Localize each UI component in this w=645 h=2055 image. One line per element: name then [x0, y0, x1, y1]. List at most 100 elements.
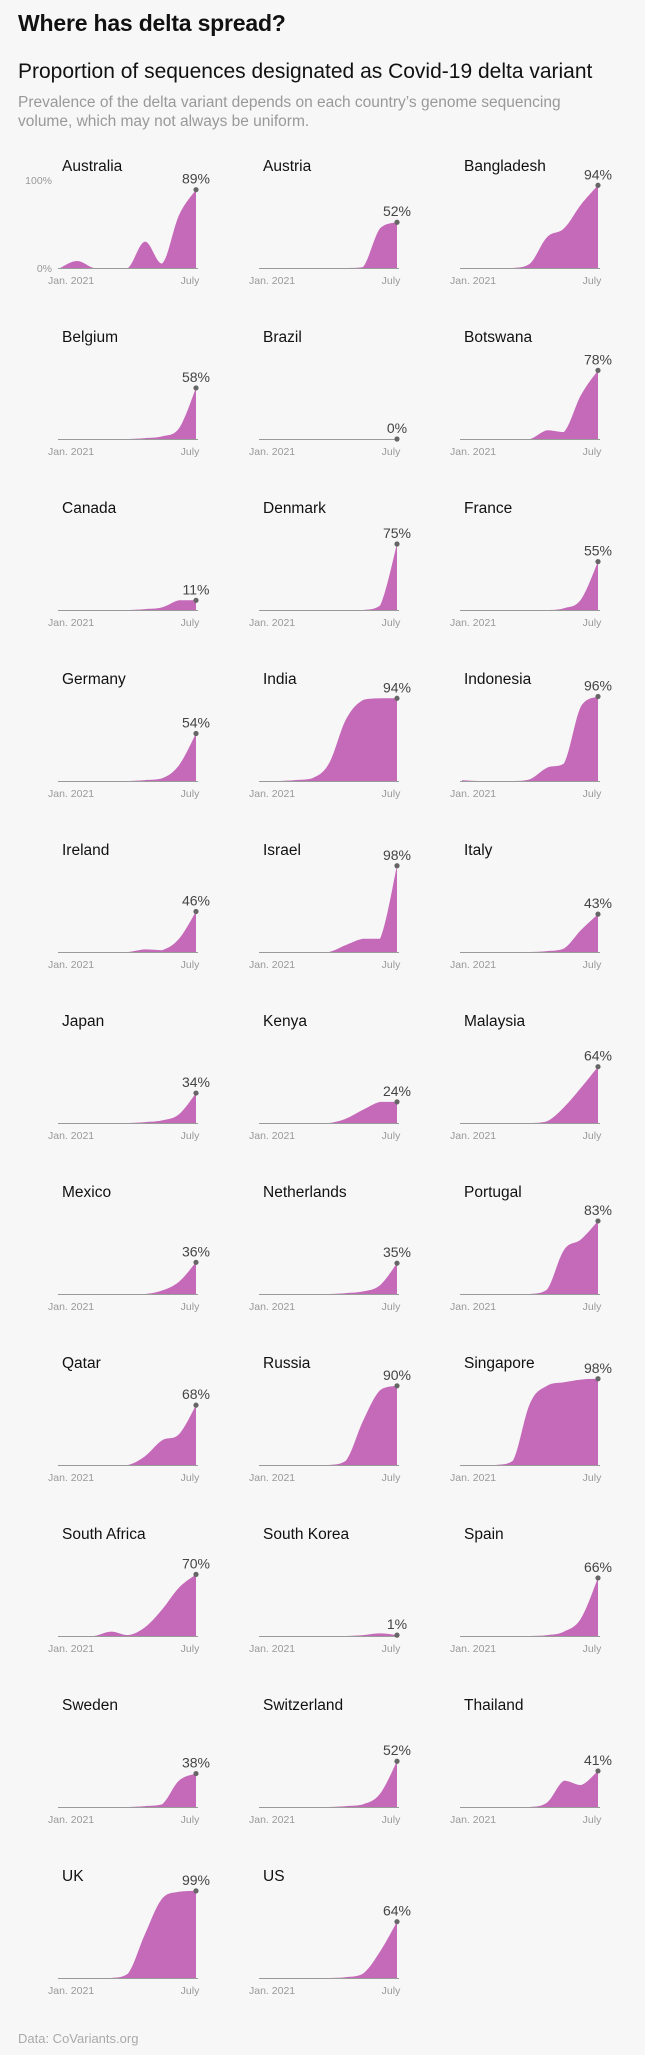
x-tick-label: July [583, 1301, 602, 1313]
data-label: 94% [383, 679, 411, 695]
panel-portugal: Portugal 83% Jan. 2021 July [450, 1184, 612, 1313]
x-tick-label: July [382, 446, 401, 458]
panel-title: India [263, 671, 297, 688]
data-label: 99% [182, 1872, 210, 1888]
data-label: 83% [584, 1202, 612, 1218]
panel-title: UK [62, 1868, 84, 1885]
x-tick-label: Jan. 2021 [450, 1814, 496, 1826]
x-tick-label: July [181, 1301, 200, 1313]
panel-title: France [464, 500, 512, 517]
data-label: 75% [383, 525, 411, 541]
x-tick-label: July [382, 1130, 401, 1142]
y-tick-label: 0% [37, 263, 52, 275]
panel-india: India 94% Jan. 2021 July [249, 671, 411, 800]
data-label: 38% [182, 1755, 210, 1771]
panel-title: Botswana [464, 329, 532, 346]
data-label: 64% [383, 1903, 411, 1919]
end-point-marker [394, 1383, 400, 1389]
panel-south-africa: South Africa 70% Jan. 2021 July [48, 1526, 210, 1655]
end-point-marker [394, 1260, 400, 1266]
x-tick-label: Jan. 2021 [48, 1643, 94, 1655]
area-series-south-korea [261, 1633, 397, 1636]
data-label: 66% [584, 1559, 612, 1575]
panel-title: Indonesia [464, 671, 532, 688]
x-tick-label: Jan. 2021 [249, 1130, 295, 1142]
panel-uk: UK 99% Jan. 2021 July [48, 1868, 210, 1997]
x-tick-label: July [382, 1301, 401, 1313]
panel-title: South Africa [62, 1526, 146, 1543]
x-tick-label: Jan. 2021 [450, 446, 496, 458]
x-tick-label: Jan. 2021 [249, 1643, 295, 1655]
end-point-marker [595, 693, 601, 700]
panel-spain: Spain 66% Jan. 2021 July [450, 1526, 612, 1655]
end-point-marker [394, 436, 400, 442]
panel-ireland: Ireland 46% Jan. 2021 July [48, 842, 210, 971]
x-tick-label: July [382, 1985, 401, 1997]
data-label: 0% [387, 420, 407, 436]
end-point-marker [193, 908, 199, 915]
x-tick-label: Jan. 2021 [450, 1472, 496, 1484]
area-series-germany [60, 733, 196, 781]
x-tick-label: Jan. 2021 [48, 1130, 94, 1142]
data-label: 24% [383, 1083, 411, 1099]
area-series-south-africa [60, 1574, 196, 1636]
end-point-marker [193, 1888, 199, 1894]
panel-thailand: Thailand 41% Jan. 2021 July [450, 1697, 612, 1826]
x-tick-label: Jan. 2021 [249, 1472, 295, 1484]
x-tick-label: Jan. 2021 [249, 275, 295, 287]
panel-germany: Germany 54% Jan. 2021 July [48, 671, 210, 800]
area-series-netherlands [261, 1263, 397, 1294]
panel-title: Sweden [62, 1697, 118, 1714]
x-tick-label: Jan. 2021 [450, 788, 496, 800]
end-point-marker [595, 1768, 601, 1774]
area-series-singapore [462, 1378, 598, 1465]
end-point-marker [394, 219, 400, 225]
area-series-mexico [60, 1262, 196, 1294]
x-tick-label: July [583, 1472, 602, 1484]
data-label: 89% [182, 171, 210, 187]
panel-title: Switzerland [263, 1697, 343, 1714]
end-point-marker [394, 541, 400, 547]
panel-netherlands: Netherlands 35% Jan. 2021 July [249, 1184, 411, 1313]
data-label: 1% [387, 1616, 407, 1632]
panel-botswana: Botswana 78% Jan. 2021 July [450, 329, 612, 458]
x-tick-label: Jan. 2021 [48, 1301, 94, 1313]
x-tick-label: Jan. 2021 [450, 1301, 496, 1313]
panel-title: Canada [62, 500, 117, 517]
panel-brazil: Brazil 0% Jan. 2021 July [249, 329, 407, 458]
panel-title: Kenya [263, 1013, 307, 1030]
headline: Where has delta spread? [18, 10, 286, 36]
end-point-marker [193, 1571, 199, 1577]
end-point-marker [595, 1575, 601, 1581]
chart-title: Proportion of sequences designated as Co… [18, 60, 593, 83]
area-series-italy [462, 914, 598, 952]
x-tick-label: Jan. 2021 [450, 617, 496, 629]
panel-sweden: Sweden 38% Jan. 2021 July [48, 1697, 210, 1826]
area-series-thailand [462, 1770, 598, 1807]
area-series-qatar [60, 1405, 196, 1465]
panel-title: Denmark [263, 500, 326, 517]
panel-title: Israel [263, 842, 301, 859]
panel-title: South Korea [263, 1526, 350, 1543]
end-point-marker [595, 559, 601, 565]
panel-qatar: Qatar 68% Jan. 2021 July [48, 1355, 210, 1484]
panel-title: Austria [263, 158, 312, 175]
end-point-marker [193, 730, 199, 737]
area-series-switzerland [261, 1761, 397, 1807]
panel-belgium: Belgium 58% Jan. 2021 July [48, 329, 210, 458]
data-label: 54% [182, 714, 210, 730]
x-tick-label: July [181, 1643, 200, 1655]
end-point-marker [394, 1919, 400, 1925]
header: Where has delta spread? Proportion of se… [18, 10, 628, 131]
end-point-marker [595, 1218, 601, 1224]
area-series-us [261, 1921, 397, 1978]
x-tick-label: Jan. 2021 [450, 1643, 496, 1655]
panel-france: France 55% Jan. 2021 July [450, 500, 612, 629]
panel-switzerland: Switzerland 52% Jan. 2021 July [249, 1697, 411, 1826]
x-tick-label: Jan. 2021 [48, 1985, 94, 1997]
data-label: 11% [183, 581, 210, 597]
area-series-denmark [261, 544, 397, 610]
x-tick-label: Jan. 2021 [249, 1814, 295, 1826]
data-label: 70% [182, 1555, 210, 1571]
area-series-france [462, 561, 598, 610]
